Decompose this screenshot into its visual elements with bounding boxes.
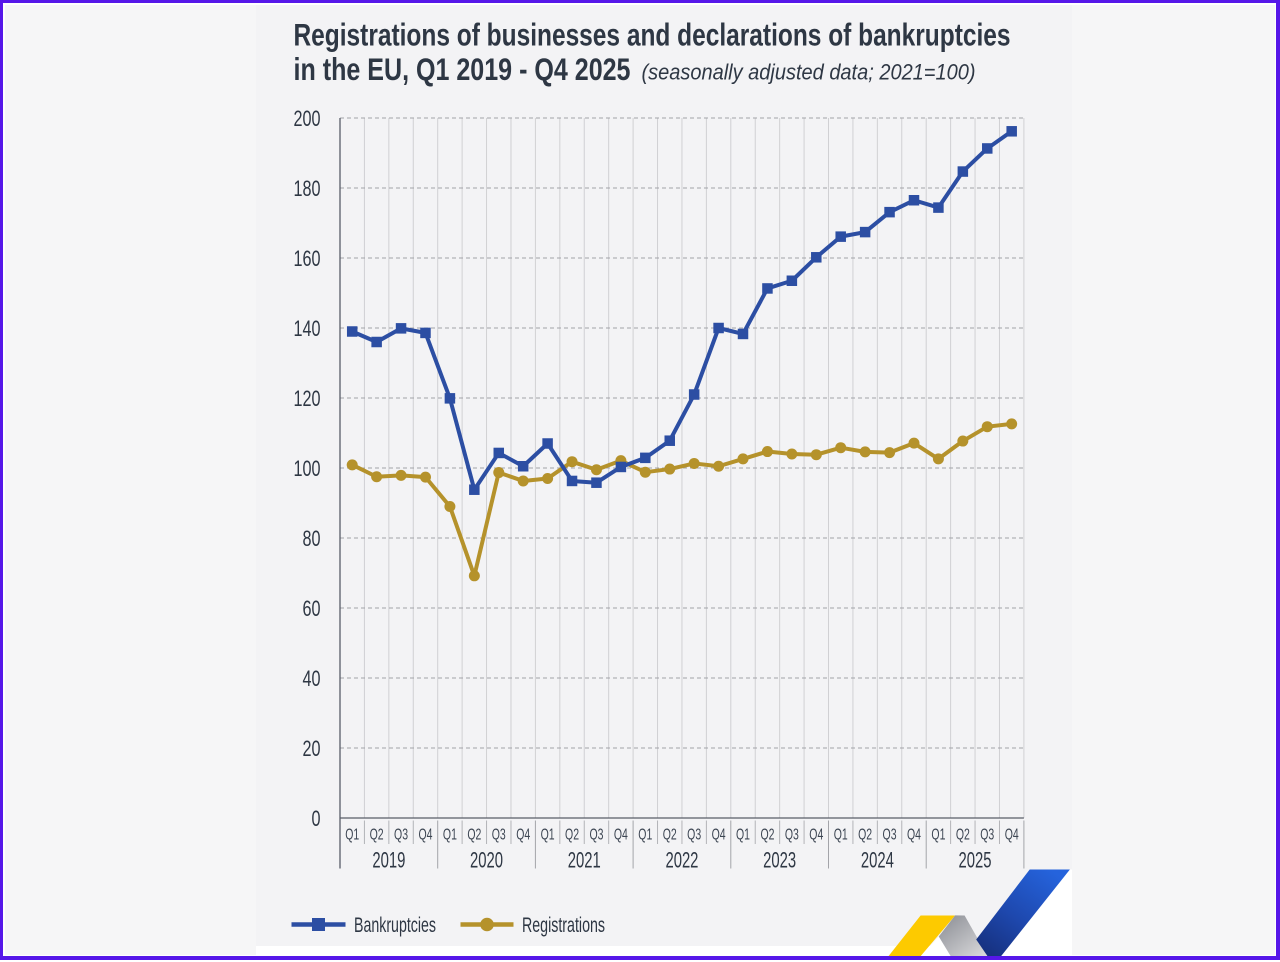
- svg-text:Q4: Q4: [906, 826, 920, 843]
- svg-text:2019: 2019: [372, 847, 405, 872]
- svg-text:80: 80: [302, 526, 320, 551]
- svg-text:Q2: Q2: [467, 826, 481, 843]
- svg-text:2024: 2024: [860, 847, 893, 872]
- svg-text:Q2: Q2: [955, 826, 969, 843]
- svg-text:Q2: Q2: [760, 826, 774, 843]
- svg-text:Q1: Q1: [442, 826, 456, 843]
- svg-text:120: 120: [293, 386, 320, 411]
- svg-text:180: 180: [293, 176, 320, 201]
- svg-text:Q4: Q4: [418, 826, 432, 843]
- svg-text:2021: 2021: [567, 847, 600, 872]
- svg-text:Q2: Q2: [369, 826, 383, 843]
- svg-text:Q1: Q1: [540, 826, 554, 843]
- svg-text:Q2: Q2: [662, 826, 676, 843]
- svg-text:0: 0: [311, 806, 320, 831]
- svg-text:Q3: Q3: [589, 826, 603, 843]
- svg-text:Q3: Q3: [882, 826, 896, 843]
- svg-text:Q3: Q3: [491, 826, 505, 843]
- svg-text:2022: 2022: [665, 847, 698, 872]
- svg-text:2025: 2025: [958, 847, 991, 872]
- svg-text:Q3: Q3: [784, 826, 798, 843]
- svg-text:Q1: Q1: [931, 826, 945, 843]
- svg-text:Q1: Q1: [638, 826, 652, 843]
- svg-text:Q2: Q2: [858, 826, 872, 843]
- svg-text:100: 100: [293, 456, 320, 481]
- svg-text:2020: 2020: [470, 847, 503, 872]
- svg-text:Q4: Q4: [711, 826, 725, 843]
- svg-text:Q1: Q1: [833, 826, 847, 843]
- svg-text:Q1: Q1: [736, 826, 750, 843]
- svg-text:Q3: Q3: [980, 826, 994, 843]
- svg-text:160: 160: [293, 246, 320, 271]
- svg-text:Q4: Q4: [1004, 826, 1018, 843]
- svg-text:2023: 2023: [763, 847, 796, 872]
- svg-text:40: 40: [302, 666, 320, 691]
- svg-text:Q4: Q4: [809, 826, 823, 843]
- svg-text:in the EU, Q1 2019 - Q4 2025: in the EU, Q1 2019 - Q4 2025: [293, 51, 630, 87]
- svg-text:200: 200: [293, 106, 320, 131]
- svg-text:Q3: Q3: [394, 826, 408, 843]
- svg-text:60: 60: [302, 596, 320, 621]
- svg-text:(seasonally adjusted data; 202: (seasonally adjusted data; 2021=100): [641, 59, 975, 84]
- svg-text:Registrations: Registrations: [522, 913, 605, 937]
- svg-text:140: 140: [293, 316, 320, 341]
- svg-text:Registrations of businesses an: Registrations of businesses and declarat…: [293, 16, 1010, 52]
- svg-text:Q1: Q1: [345, 826, 359, 843]
- svg-text:Bankruptcies: Bankruptcies: [354, 913, 436, 937]
- svg-text:20: 20: [302, 736, 320, 761]
- svg-text:Q4: Q4: [613, 826, 627, 843]
- svg-text:Q2: Q2: [565, 826, 579, 843]
- svg-text:Q3: Q3: [687, 826, 701, 843]
- svg-text:Q4: Q4: [516, 826, 530, 843]
